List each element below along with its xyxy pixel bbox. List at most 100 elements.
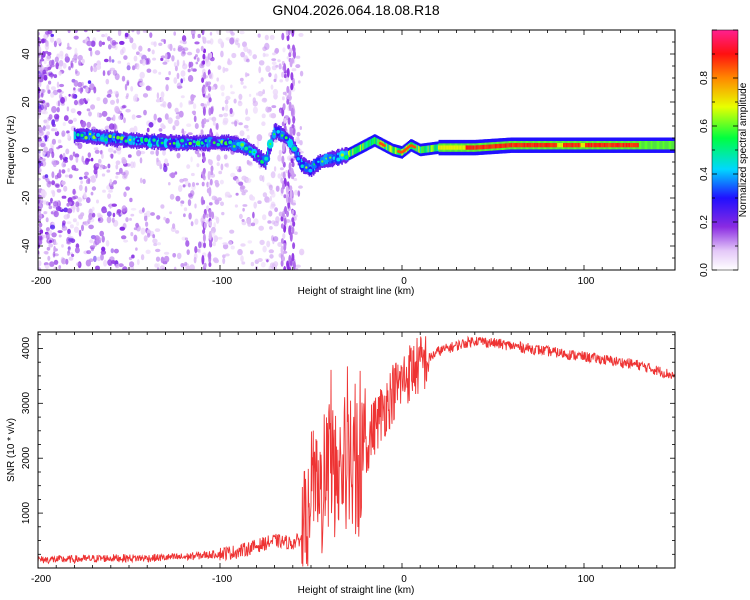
noise-speckle (46, 232, 50, 240)
noise-speckle (152, 234, 156, 239)
noise-speckle (72, 188, 76, 195)
noise-speckle (245, 116, 251, 122)
noise-speckle (274, 207, 278, 213)
noise-speckle (194, 246, 198, 254)
ridge-core (507, 143, 510, 148)
noise-speckle (278, 149, 282, 156)
ridge-core (518, 143, 520, 148)
noise-speckle (73, 35, 79, 40)
noise-speckle (39, 65, 44, 71)
noise-speckle (81, 58, 85, 64)
ridge-core (571, 143, 574, 148)
ridge-blob (288, 141, 293, 146)
noise-speckle (84, 171, 89, 176)
noise-speckle (38, 126, 42, 130)
ridge-core (602, 143, 604, 148)
ridge-blob (292, 146, 297, 151)
noise-speckle (279, 167, 284, 171)
noise-speckle (139, 71, 145, 79)
noise-speckle (281, 71, 285, 78)
noise-speckle (180, 263, 185, 268)
noise-speckle (220, 50, 224, 58)
noise-speckle (163, 251, 170, 255)
noise-speckle (225, 104, 229, 112)
noise-speckle (241, 175, 247, 181)
noise-speckle (122, 266, 128, 270)
noise-speckle (123, 239, 129, 243)
noise-speckle (127, 35, 132, 40)
noise-speckle (61, 169, 66, 174)
ridge-segment (389, 145, 391, 152)
noise-speckle (221, 106, 225, 111)
noise-speckle (56, 107, 60, 113)
noise-speckle (95, 64, 102, 70)
ridge-blob (196, 141, 201, 146)
ridge-core (442, 145, 444, 150)
noise-speckle (203, 222, 207, 229)
noise-speckle (257, 258, 263, 262)
noise-speckle (106, 216, 112, 224)
ridge-core (605, 143, 607, 148)
noise-speckle (176, 82, 182, 90)
ridge-core (516, 143, 518, 148)
noise-speckle (119, 226, 126, 231)
noise-speckle (124, 32, 129, 38)
noise-speckle (100, 150, 103, 155)
noise-speckle (298, 80, 301, 84)
ridge-segment (386, 143, 388, 151)
ridge-blob (169, 142, 172, 145)
noise-speckle (78, 184, 83, 191)
noise-speckle (239, 77, 244, 82)
noise-speckle (286, 67, 290, 78)
noise-speckle (115, 160, 121, 165)
noise-speckle (181, 128, 185, 134)
ridge-core (437, 145, 440, 150)
noise-speckle (238, 93, 243, 100)
noise-speckle (47, 255, 51, 261)
noise-speckle (88, 111, 92, 117)
noise-speckle (206, 205, 209, 212)
noise-speckle (45, 178, 50, 183)
ridge-segment (434, 144, 436, 152)
ridge-core (439, 145, 441, 150)
noise-speckle (281, 213, 285, 218)
ridge-segment (639, 141, 642, 150)
noise-speckle (262, 52, 266, 58)
noise-speckle (101, 41, 105, 46)
ridge-segment (646, 141, 648, 150)
noise-speckle (38, 92, 41, 100)
noise-speckle (299, 70, 304, 77)
noise-speckle (171, 55, 175, 62)
noise-speckle (188, 61, 192, 69)
noise-speckle (246, 134, 250, 140)
noise-speckle (116, 98, 120, 104)
noise-speckle (216, 77, 219, 82)
noise-speckle (290, 72, 294, 81)
noise-speckle (246, 159, 250, 165)
ridge-segment (451, 143, 454, 152)
noise-speckle (286, 85, 290, 94)
noise-speckle (215, 216, 220, 224)
ridge-segment (86, 131, 89, 141)
noise-speckle (282, 96, 285, 101)
noise-speckle (270, 84, 274, 90)
noise-speckle (133, 95, 138, 102)
noise-speckle (102, 97, 108, 105)
noise-speckle (193, 256, 197, 264)
ridge-blob (116, 135, 120, 140)
noise-speckle (274, 73, 278, 81)
ridge-core (599, 143, 601, 148)
noise-speckle (102, 189, 106, 193)
noise-speckle (106, 211, 112, 217)
ridge-core (465, 145, 467, 150)
ridge-core (536, 143, 539, 148)
noise-speckle (108, 189, 113, 193)
noise-speckle (90, 40, 96, 47)
noise-speckle (104, 33, 108, 38)
noise-speckle (181, 35, 187, 42)
noise-speckle (53, 210, 59, 218)
noise-speckle (216, 122, 219, 131)
noise-speckle (264, 42, 270, 51)
noise-speckle (197, 33, 201, 39)
noise-speckle (39, 166, 42, 174)
